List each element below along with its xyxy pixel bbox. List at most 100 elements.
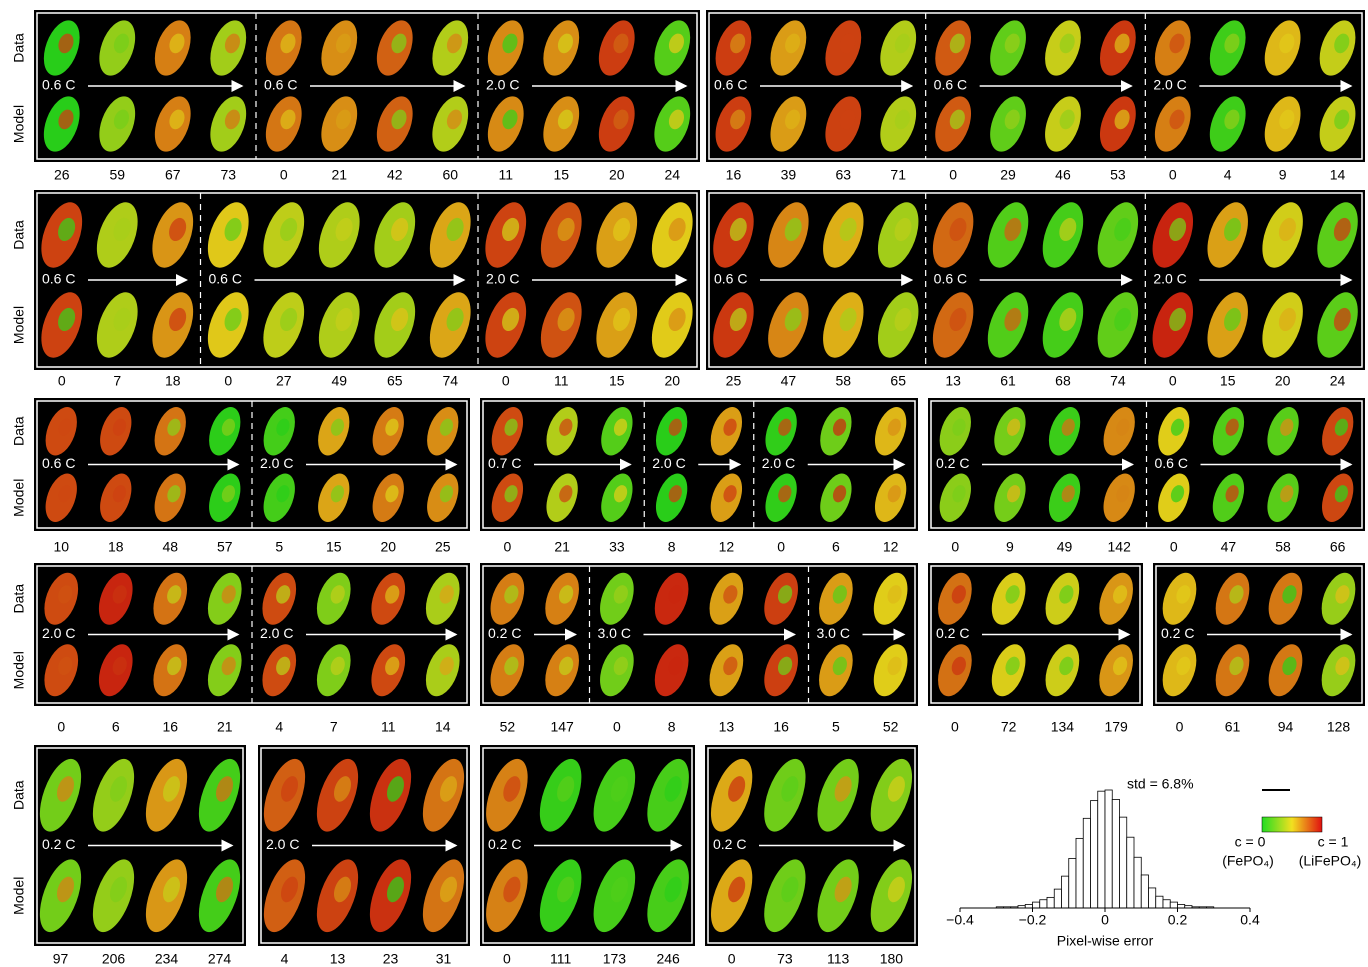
rate-label: 2.0 C: [1153, 271, 1186, 287]
particle-image: [1317, 292, 1358, 358]
particle-image: [209, 473, 241, 522]
time-label: 0: [58, 373, 66, 389]
particle-image: [263, 473, 295, 522]
particle-domain: [503, 876, 521, 903]
time-label: 16: [726, 167, 742, 183]
time-label: 128: [1327, 719, 1351, 735]
particle-image: [770, 96, 807, 152]
time-label: 0: [502, 373, 510, 389]
row-label-model: Model: [11, 306, 27, 344]
particle-domain: [839, 109, 856, 130]
particle-image: [874, 407, 907, 456]
particle-domain: [1279, 33, 1295, 54]
particle-image: [647, 758, 689, 832]
row-label-model: Model: [11, 651, 27, 689]
particle-domain: [276, 485, 290, 503]
time-label: 4: [1224, 167, 1232, 183]
particle-domain: [834, 776, 852, 802]
particle-image: [39, 758, 82, 832]
particle-image: [43, 96, 80, 152]
annotation: std = 6.8%: [1127, 776, 1194, 792]
particle-domain: [668, 485, 682, 503]
particle-image: [823, 202, 864, 268]
particle-image: [210, 20, 247, 76]
time-label: 39: [781, 167, 797, 183]
particle-image: [1267, 473, 1299, 522]
time-label: 65: [387, 373, 403, 389]
particle-domain: [1225, 418, 1239, 436]
particle-domain: [385, 656, 400, 676]
particle-domain: [391, 307, 409, 332]
x-tick-label: −0.4: [946, 912, 974, 928]
particle-domain: [1333, 307, 1351, 332]
particle-image: [655, 473, 688, 522]
particle-domain: [949, 33, 965, 54]
particle-image: [318, 292, 360, 358]
particle-domain: [839, 33, 856, 54]
particle-image: [1154, 20, 1191, 76]
particle-image: [710, 407, 743, 456]
particle-image: [654, 96, 691, 152]
histogram-bar: [1097, 790, 1106, 909]
particle-domain: [221, 418, 236, 436]
particle-domain: [385, 585, 400, 604]
particle-domain: [504, 418, 518, 436]
particle-domain: [276, 656, 291, 676]
particle-domain: [1169, 33, 1185, 54]
particle-image: [371, 644, 406, 697]
particle-image: [207, 292, 249, 358]
colorbar-low-name: (FePO₄): [1222, 853, 1274, 869]
particle-domain: [729, 217, 747, 242]
panel-border: [482, 747, 693, 944]
particle-domain: [335, 307, 353, 332]
particle-domain: [391, 33, 407, 54]
particle-image: [820, 407, 852, 456]
histogram-bar: [1061, 875, 1070, 909]
rate-label: 0.6 C: [1155, 455, 1188, 471]
particle-image: [987, 202, 1029, 268]
particle-domain: [1112, 656, 1128, 676]
time-label: 61: [1000, 373, 1016, 389]
particle-image: [765, 407, 797, 456]
rate-label: 2.0 C: [260, 625, 293, 641]
particle-domain: [784, 217, 802, 242]
time-label: 0: [951, 539, 959, 555]
rate-label: 2.0 C: [266, 836, 299, 852]
particle-image: [817, 859, 859, 933]
particle-domain: [1059, 585, 1074, 604]
histogram-bar: [1046, 896, 1055, 909]
time-label: 179: [1104, 719, 1128, 735]
particle-image: [41, 202, 83, 268]
particle-image: [1045, 20, 1081, 76]
particle-domain: [1278, 307, 1296, 332]
particle-domain: [1334, 418, 1348, 436]
particle-domain: [335, 33, 352, 54]
panel-border: [36, 192, 698, 368]
particle-domain: [391, 217, 409, 242]
particle-domain: [330, 418, 345, 436]
particle-domain: [58, 485, 72, 503]
particle-domain: [613, 585, 628, 604]
time-label: 7: [330, 719, 338, 735]
particle-image: [540, 202, 582, 268]
particle-image: [1099, 20, 1136, 76]
particle-image: [873, 572, 908, 625]
particle-domain: [1059, 109, 1075, 130]
histogram-bar: [1155, 895, 1164, 909]
particle-domain: [1114, 307, 1132, 332]
row-label-model: Model: [11, 479, 27, 517]
particle-domain: [832, 585, 847, 604]
time-label: 9: [1006, 539, 1014, 555]
particle-domain: [221, 485, 236, 503]
particle-domain: [221, 656, 236, 676]
x-axis-label: Pixel-wise error: [1057, 933, 1154, 949]
time-label: 53: [1110, 167, 1126, 183]
time-label: 6: [832, 539, 840, 555]
particle-image: [485, 292, 527, 358]
particle-image: [1097, 292, 1139, 358]
histogram-bar: [1140, 874, 1149, 909]
particle-image: [425, 572, 460, 625]
particle-domain: [558, 656, 574, 676]
particle-image: [991, 644, 1026, 697]
rate-label: 0.2 C: [488, 625, 521, 641]
